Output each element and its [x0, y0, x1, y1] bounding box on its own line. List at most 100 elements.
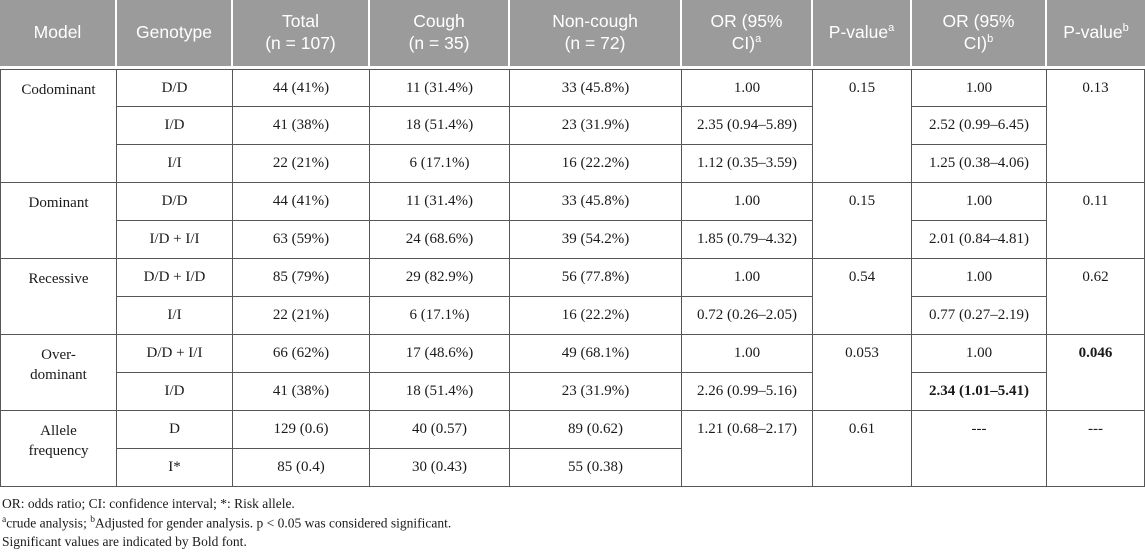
header-line: Model: [4, 22, 111, 44]
cell-pvalue-adjusted: 0.62: [1047, 259, 1145, 335]
cell-total: 63 (59%): [233, 221, 370, 259]
cell-noncough: 39 (54.2%): [510, 221, 682, 259]
footnote-bold: Significant values are indicated by Bold…: [2, 534, 247, 550]
cell-model: Over-dominant: [0, 335, 117, 411]
cell-noncough: 23 (31.9%): [510, 107, 682, 145]
model-label: Recessive: [28, 271, 89, 287]
header-line: Cough: [374, 11, 504, 33]
footnote-text: crude analysis;: [6, 515, 91, 531]
superscript: a: [888, 22, 895, 35]
cell-model: Dominant: [0, 183, 117, 259]
cell-model: Codominant: [0, 69, 117, 183]
header-text: OR (95%: [942, 11, 1015, 32]
header-line: OR (95%: [686, 11, 807, 33]
cell-noncough: 23 (31.9%): [510, 373, 682, 411]
model-label: Allele frequency: [28, 423, 89, 460]
header-line: Genotype: [121, 22, 227, 44]
cell-pvalue-crude: 0.15: [813, 69, 912, 183]
cell-cough: 18 (51.4%): [370, 107, 510, 145]
footnote-analysis: acrude analysis; bAdjusted for gender an…: [2, 514, 1145, 532]
cell-or-adjusted: 0.77 (0.27–2.19): [912, 297, 1047, 335]
cell-genotype: I/D + I/I: [117, 221, 233, 259]
cell-cough: 17 (48.6%): [370, 335, 510, 373]
association-table: Model Genotype Total (n = 107) Cough (n = …: [0, 0, 1145, 487]
header-line: CI)b: [916, 33, 1041, 55]
cell-cough: 29 (82.9%): [370, 259, 510, 297]
cell-or-crude: 1.00: [682, 183, 813, 221]
cell-total: 66 (62%): [233, 335, 370, 373]
table-row: I/I 22 (21%) 6 (17.1%) 16 (22.2%) 0.72 (…: [0, 297, 1145, 335]
cell-genotype: I/I: [117, 145, 233, 183]
footnote-text: Adjusted for gender analysis. p < 0.05 w…: [94, 515, 452, 531]
table-row: I* 85 (0.4) 30 (0.43) 55 (0.38): [0, 449, 1145, 487]
table-footnotes: OR: odds ratio; CI: confidence interval;…: [2, 495, 1145, 551]
table-row: Dominant D/D 44 (41%) 11 (31.4%) 33 (45.…: [0, 183, 1145, 259]
cell-or-crude: 1.21 (0.68–2.17): [682, 411, 813, 487]
cell-model: Recessive: [0, 259, 117, 335]
header-text: (n = 72): [564, 33, 626, 53]
cell-total: 41 (38%): [233, 107, 370, 145]
cell-or-crude: 1.12 (0.35–3.59): [682, 145, 813, 183]
header-line: P-valueb: [1051, 22, 1141, 44]
header-line: (n = 35): [374, 33, 504, 55]
header-text: P-value: [1063, 22, 1123, 43]
table-row: Over-dominant D/D + I/I 66 (62%) 17 (48.…: [0, 335, 1145, 411]
column-header-pvalue-adjusted: P-valueb: [1047, 0, 1145, 69]
superscript: b: [987, 33, 994, 46]
header-text: (n = 107): [265, 33, 336, 53]
header-text: Cough: [413, 11, 465, 32]
cell-cough: 11 (31.4%): [370, 69, 510, 107]
header-text: Model: [33, 22, 82, 43]
header-line: (n = 72): [514, 33, 676, 55]
cell-or-crude: 1.00: [682, 259, 813, 297]
header-text: CI): [731, 33, 756, 53]
header-line: (n = 107): [237, 33, 364, 55]
cell-or-adjusted-significant: 2.34 (1.01–5.41): [912, 373, 1047, 411]
cell-or-crude: 1.00: [682, 335, 813, 373]
cell-noncough: 56 (77.8%): [510, 259, 682, 297]
cell-model: Allele frequency: [0, 411, 117, 487]
table-row: Recessive D/D + I/D 85 (79%) 29 (82.9%) …: [0, 259, 1145, 335]
cell-cough: 18 (51.4%): [370, 373, 510, 411]
header-row: Model Genotype Total (n = 107) Cough (n = …: [0, 0, 1145, 69]
table-row: I/D 41 (38%) 18 (51.4%) 23 (31.9%) 2.26 …: [0, 373, 1145, 411]
cell-or-adjusted: ---: [912, 411, 1047, 487]
cell-noncough: 89 (0.62): [510, 411, 682, 449]
cell-genotype: D/D + I/I: [117, 335, 233, 373]
cell-noncough: 33 (45.8%): [510, 69, 682, 107]
cell-pvalue-adjusted: 0.13: [1047, 69, 1145, 183]
cell-or-adjusted: 2.01 (0.84–4.81): [912, 221, 1047, 259]
header-line: OR (95%: [916, 11, 1041, 33]
cell-total: 41 (38%): [233, 373, 370, 411]
header-line: Total: [237, 11, 364, 33]
cell-total: 85 (79%): [233, 259, 370, 297]
cell-genotype: D/D: [117, 183, 233, 221]
cell-cough: 6 (17.1%): [370, 297, 510, 335]
cell-cough: 6 (17.1%): [370, 145, 510, 183]
cell-noncough: 16 (22.2%): [510, 145, 682, 183]
superscript: a: [2, 514, 7, 525]
header-text: OR (95%: [710, 11, 783, 32]
superscript: a: [755, 33, 762, 46]
cell-pvalue-adjusted: ---: [1047, 411, 1145, 487]
column-header-or-adjusted: OR (95% CI)b: [912, 0, 1047, 69]
cell-or-crude: 1.00: [682, 69, 813, 107]
header-text: Total: [282, 11, 319, 32]
cell-pvalue-crude: 0.15: [813, 183, 912, 259]
cell-genotype: I/I: [117, 297, 233, 335]
superscript: b: [1122, 22, 1129, 35]
column-header-total: Total (n = 107): [233, 0, 370, 69]
table-row: I/D + I/I 63 (59%) 24 (68.6%) 39 (54.2%)…: [0, 221, 1145, 259]
header-text: Non-cough: [552, 11, 638, 32]
model-label: Codominant: [21, 82, 96, 98]
cell-or-adjusted: 2.52 (0.99–6.45): [912, 107, 1047, 145]
cell-total: 85 (0.4): [233, 449, 370, 487]
cell-genotype: I/D: [117, 107, 233, 145]
cell-pvalue-crude: 0.053: [813, 335, 912, 411]
cell-pvalue-crude: 0.54: [813, 259, 912, 335]
table-row: Codominant D/D 44 (41%) 11 (31.4%) 33 (4…: [0, 69, 1145, 183]
cell-noncough: 16 (22.2%): [510, 297, 682, 335]
cell-or-crude: 2.35 (0.94–5.89): [682, 107, 813, 145]
cell-or-adjusted: 1.00: [912, 259, 1047, 297]
